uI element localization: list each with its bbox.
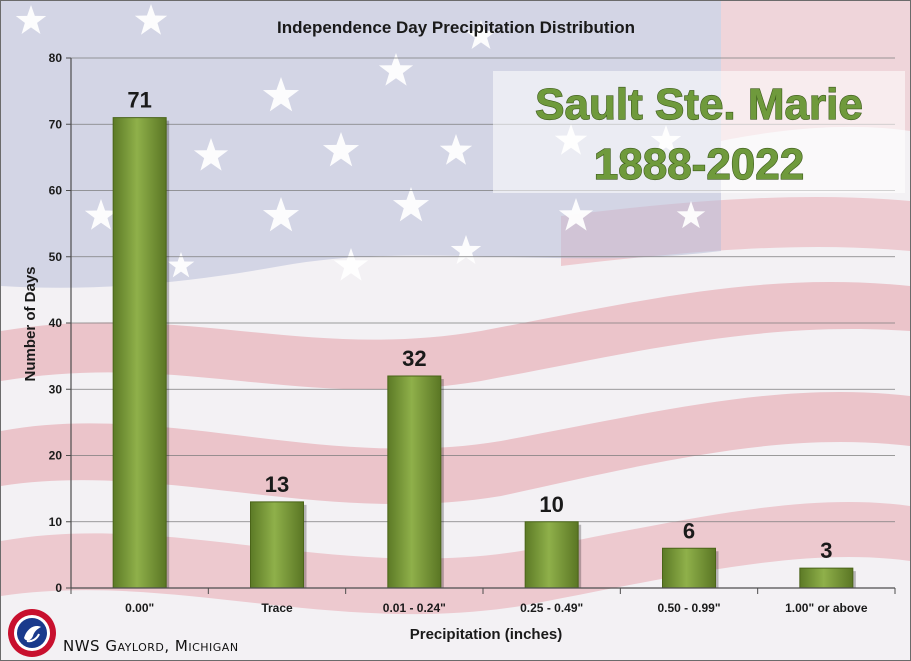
x-tick-label: 0.00": [125, 601, 154, 615]
bar: [799, 567, 854, 589]
x-tick-label: 0.50 - 0.99": [657, 601, 720, 615]
y-axis-ticks: 0 10 20 30 40 50 60 70 80: [49, 51, 71, 595]
x-tick-label: 1.00" or above: [785, 601, 868, 615]
bar-value-label: 6: [683, 518, 695, 543]
y-tick-label: 10: [49, 515, 63, 529]
bar: [662, 547, 716, 589]
bar-value-label: 10: [539, 492, 563, 517]
bar-value-label: 13: [265, 472, 289, 497]
bar: [250, 501, 304, 589]
y-tick-label: 0: [55, 581, 62, 595]
period-annotation: 1888-2022: [594, 140, 804, 189]
y-axis-label: Number of Days: [22, 266, 39, 381]
footer-credit: NWS Gaylord, Michigan: [63, 637, 239, 655]
y-tick-label: 30: [49, 382, 63, 396]
nws-logo-icon: [8, 609, 56, 657]
annotation-box: Sault Ste. Marie 1888-2022: [493, 71, 905, 193]
bar-value-label: 32: [402, 346, 426, 371]
y-tick-label: 50: [49, 250, 63, 264]
y-tick-label: 80: [49, 51, 63, 65]
x-tick-label: 0.01 - 0.24": [383, 601, 446, 615]
bar-value-labels: 71 13 32 10 6 3: [127, 88, 832, 564]
bars: [112, 117, 856, 589]
x-tick-label: Trace: [261, 601, 293, 615]
x-axis-ticks: 0.00" Trace 0.01 - 0.24" 0.25 - 0.49" 0.50 -…: [70, 588, 896, 615]
y-tick-label: 60: [49, 184, 63, 198]
x-tick-label: 0.25 - 0.49": [520, 601, 583, 615]
y-tick-label: 20: [49, 449, 63, 463]
bar-value-label: 3: [820, 538, 832, 563]
location-annotation: Sault Ste. Marie: [535, 80, 863, 129]
x-axis-label: Precipitation (inches): [410, 626, 563, 643]
chart-title: Independence Day Precipitation Distribut…: [277, 18, 635, 37]
gridlines: [71, 57, 895, 523]
bar: [524, 521, 579, 589]
bar: [112, 117, 167, 589]
bar: [387, 375, 442, 589]
bar-value-label: 71: [127, 88, 151, 113]
y-tick-label: 70: [49, 117, 63, 131]
y-tick-label: 40: [49, 316, 63, 330]
